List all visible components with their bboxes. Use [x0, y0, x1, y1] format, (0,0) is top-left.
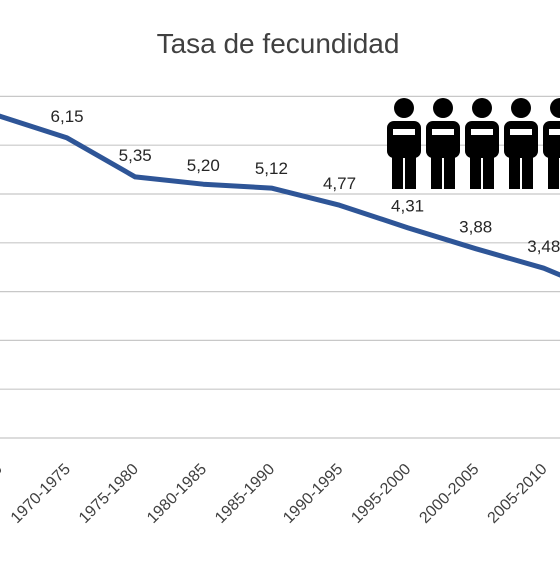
x-tick-label: 1985-1990	[212, 461, 278, 527]
x-axis-tick-labels: 0 1970-1975 1975-1980 1980-1985 1985-1990 199…	[0, 461, 551, 527]
person-icon	[543, 98, 560, 189]
x-tick-label: 1995-2000	[348, 461, 414, 527]
chart-title: Tasa de fecundidad	[157, 28, 400, 59]
x-tick-label: 2000-2005	[416, 461, 482, 527]
data-label: 4,31	[391, 197, 424, 216]
series-line-group	[0, 113, 560, 278]
data-label: 5,35	[119, 146, 152, 165]
data-label: 4,77	[323, 174, 356, 193]
x-tick-label: 1980-1985	[144, 461, 210, 527]
data-label: 3,88	[459, 218, 492, 237]
x-tick-label: 2005-2010	[485, 461, 551, 527]
person-icon	[426, 98, 460, 189]
x-tick-label: 1990-1995	[280, 461, 346, 527]
data-label: 6,15	[51, 107, 84, 126]
data-label: 3,48	[527, 237, 560, 256]
person-icon	[465, 98, 499, 189]
data-label: 5,12	[255, 159, 288, 178]
series-line	[0, 113, 560, 278]
person-icon	[387, 98, 421, 189]
data-labels: 66,155,355,205,124,774,313,883,48	[51, 107, 560, 256]
gridlines	[0, 95, 560, 439]
x-tick-label: 1970-1975	[8, 461, 74, 527]
data-label: 5,20	[187, 156, 220, 175]
person-icon	[504, 98, 538, 189]
people-icons	[387, 98, 560, 189]
x-tick-label: 0	[0, 461, 6, 479]
x-tick-label: 1975-1980	[76, 461, 142, 527]
